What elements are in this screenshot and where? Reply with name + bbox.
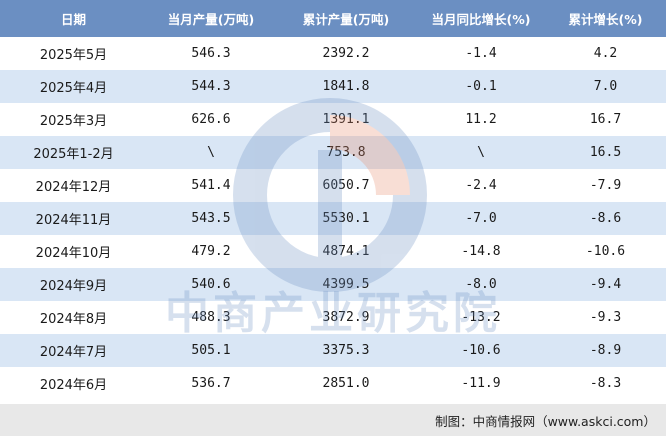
cell-cumulative-output: 1391.1 <box>322 112 370 127</box>
cell-date: 2025年1-2月 <box>33 147 114 162</box>
table-row: 2025年1-2月 \ 753.8 \ 16.5 <box>0 136 666 169</box>
cell-monthly-yoy: -2.4 <box>465 178 497 193</box>
cell-cumulative-growth: 16.7 <box>589 112 622 127</box>
cell-date: 2024年11月 <box>35 213 112 228</box>
cell-monthly-yoy: -14.8 <box>461 244 501 259</box>
cell-cumulative-output: 2851.0 <box>322 376 370 391</box>
cell-monthly-yoy: 11.2 <box>465 112 497 127</box>
cell-cumulative-growth: -8.3 <box>589 376 622 391</box>
footer-bar: 制图：中商情报网（www.askci.com） <box>0 404 666 436</box>
cell-cumulative-output: 6050.7 <box>322 178 370 193</box>
table-body: 2025年5月 546.3 2392.2 -1.4 4.2 2025年4月 544.3 184… <box>0 37 666 400</box>
header-date: 日期 <box>60 12 86 27</box>
cell-date: 2024年6月 <box>39 378 108 393</box>
header-monthly-yoy: 当月同比增长(%) <box>431 12 531 27</box>
cell-cumulative-growth: 16.5 <box>589 145 622 160</box>
cell-monthly-output: 488.3 <box>191 310 231 325</box>
cell-cumulative-growth: -10.6 <box>585 244 626 259</box>
cell-cumulative-output: 2392.2 <box>322 46 370 61</box>
cell-monthly-yoy: -1.4 <box>465 46 497 61</box>
cell-date: 2024年12月 <box>35 180 112 195</box>
cell-monthly-yoy: -0.1 <box>465 79 497 94</box>
cell-monthly-yoy: -7.0 <box>465 211 497 226</box>
table-row: 2025年3月 626.6 1391.1 11.2 16.7 <box>0 103 666 136</box>
cell-cumulative-growth: -8.9 <box>589 343 622 358</box>
cell-cumulative-output: 4874.1 <box>322 244 370 259</box>
cell-monthly-output: 505.1 <box>191 343 231 358</box>
table-row: 2025年5月 546.3 2392.2 -1.4 4.2 <box>0 37 666 70</box>
cell-date: 2024年9月 <box>39 279 108 294</box>
header-monthly-output: 当月产量(万吨) <box>167 12 255 27</box>
cell-cumulative-growth: -7.9 <box>589 178 622 193</box>
cell-cumulative-growth: -9.4 <box>589 277 622 292</box>
cell-monthly-output: 543.5 <box>191 211 231 226</box>
cell-cumulative-growth: -8.6 <box>589 211 622 226</box>
cell-monthly-output: 479.2 <box>191 244 231 259</box>
cell-monthly-output: \ <box>207 145 215 160</box>
header-cumulative-output: 累计产量(万吨) <box>302 12 390 27</box>
cell-cumulative-output: 5530.1 <box>322 211 370 226</box>
table-row: 2024年9月 540.6 4399.5 -8.0 -9.4 <box>0 268 666 301</box>
cell-cumulative-output: 3375.3 <box>322 343 370 358</box>
cell-monthly-output: 546.3 <box>191 46 231 61</box>
cell-date: 2025年4月 <box>39 81 108 96</box>
cell-monthly-output: 541.4 <box>191 178 231 193</box>
table-row: 2024年12月 541.4 6050.7 -2.4 -7.9 <box>0 169 666 202</box>
table-row: 2024年8月 488.3 3872.9 -13.2 -9.3 <box>0 301 666 334</box>
cell-cumulative-growth: 7.0 <box>593 79 618 94</box>
cell-cumulative-output: 1841.8 <box>322 79 370 94</box>
cell-monthly-yoy: -8.0 <box>465 277 497 292</box>
cell-cumulative-output: 753.8 <box>326 145 366 160</box>
table-header: 日期 当月产量(万吨) 累计产量(万吨) 当月同比增长(%) 累计增长(%) <box>0 0 666 37</box>
cell-date: 2025年3月 <box>39 114 108 129</box>
header-cumulative-growth: 累计增长(%) <box>568 12 643 27</box>
cell-monthly-output: 626.6 <box>191 112 231 127</box>
cell-date: 2025年5月 <box>39 48 108 63</box>
cell-date: 2024年7月 <box>39 345 108 360</box>
cell-cumulative-growth: 4.2 <box>593 46 618 61</box>
cell-date: 2024年10月 <box>35 246 112 261</box>
cell-monthly-output: 544.3 <box>191 79 231 94</box>
table-row: 2024年6月 536.7 2851.0 -11.9 -8.3 <box>0 367 666 400</box>
footer-credit: 制图：中商情报网（www.askci.com） <box>435 413 656 429</box>
cell-cumulative-output: 4399.5 <box>322 277 370 292</box>
cell-monthly-output: 540.6 <box>191 277 231 292</box>
table-row: 2025年4月 544.3 1841.8 -0.1 7.0 <box>0 70 666 103</box>
table-row: 2024年7月 505.1 3375.3 -10.6 -8.9 <box>0 334 666 367</box>
cell-monthly-yoy: -10.6 <box>461 343 501 358</box>
cell-monthly-output: 536.7 <box>191 376 231 391</box>
data-table: 日期 当月产量(万吨) 累计产量(万吨) 当月同比增长(%) 累计增长(%) 2… <box>0 0 666 400</box>
cell-monthly-yoy: \ <box>477 145 485 160</box>
table-row: 2024年11月 543.5 5530.1 -7.0 -8.6 <box>0 202 666 235</box>
cell-monthly-yoy: -11.9 <box>461 376 501 391</box>
cell-cumulative-output: 3872.9 <box>322 310 370 325</box>
cell-date: 2024年8月 <box>39 312 108 327</box>
table-row: 2024年10月 479.2 4874.1 -14.8 -10.6 <box>0 235 666 268</box>
cell-cumulative-growth: -9.3 <box>589 310 622 325</box>
cell-monthly-yoy: -13.2 <box>461 310 501 325</box>
